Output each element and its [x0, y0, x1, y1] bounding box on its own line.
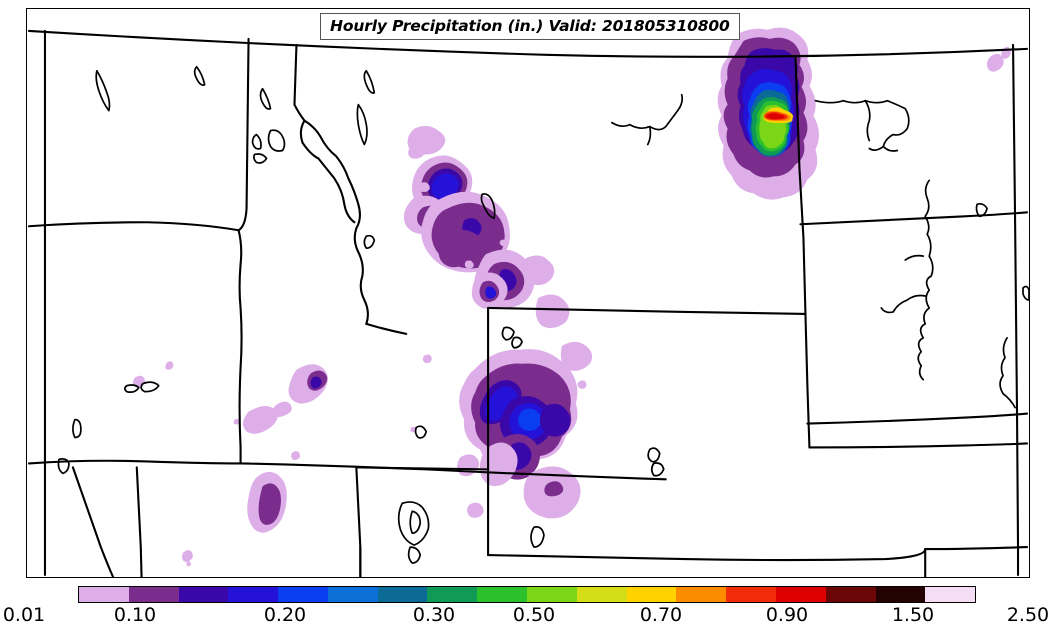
colorbar-tick-label-6: 0.90: [765, 604, 809, 626]
colorbar-segment-5: [327, 587, 378, 602]
colorbar-segment-9: [527, 587, 577, 602]
colorbar-tick-label-5: 0.70: [639, 604, 683, 626]
colorbar-segment-4: [278, 587, 328, 602]
precip-feature-wyoming-cluster: [457, 341, 593, 519]
colorbar-segment-16: [875, 587, 926, 602]
precip-feature-montana-band: [403, 126, 570, 329]
precipitation-field: [132, 27, 1011, 567]
map-canvas: [27, 27, 1029, 577]
colorbar-segment-12: [676, 587, 727, 602]
state-boundaries: [27, 29, 1029, 577]
colorbar-segment-17: [925, 587, 976, 602]
colorbar-segment-11: [626, 587, 677, 602]
colorbar-tick-label-2: 0.20: [263, 604, 307, 626]
colorbar-segment-14: [775, 587, 826, 602]
colorbar-tick-label-3: 0.30: [412, 604, 456, 626]
precip-feature-utah-nevada-cells: [181, 364, 417, 567]
rivers-and-lakes: [57, 65, 1029, 564]
colorbar-tick-label-4: 0.50: [512, 604, 556, 626]
colorbar-segment-2: [178, 587, 229, 602]
precip-feature-north-dakota-core: [717, 27, 819, 200]
colorbar-segment-8: [477, 587, 528, 602]
colorbar-segment-6: [377, 587, 428, 602]
precip-feature-outliers: [132, 46, 1011, 388]
colorbar-tick-label-8: 2.50: [1006, 604, 1050, 626]
map-title-box: Hourly Precipitation (in.) Valid: 201805…: [320, 13, 740, 40]
colorbar-section: 0.01 0.10 0.20 0.30 0.50 0.70 0.90 1.50 2.50: [0, 586, 1054, 633]
colorbar-segment-0: [79, 587, 129, 602]
colorbar-segment-15: [825, 587, 876, 602]
colorbar-segment-10: [576, 587, 627, 602]
colorbar-segment-13: [726, 587, 776, 602]
colorbar-segment-7: [427, 587, 478, 602]
colorbar-tick-labels: 0.01 0.10 0.20 0.30 0.50 0.70 0.90 1.50 2.50: [0, 604, 1054, 632]
precipitation-colorbar: [78, 586, 976, 603]
colorbar-tick-label-0: 0.01: [2, 604, 46, 626]
colorbar-tick-label-1: 0.10: [113, 604, 157, 626]
colorbar-tick-label-7: 1.50: [891, 604, 935, 626]
map-panel: [26, 8, 1030, 578]
colorbar-segment-1: [128, 587, 179, 602]
colorbar-segment-3: [228, 587, 279, 602]
